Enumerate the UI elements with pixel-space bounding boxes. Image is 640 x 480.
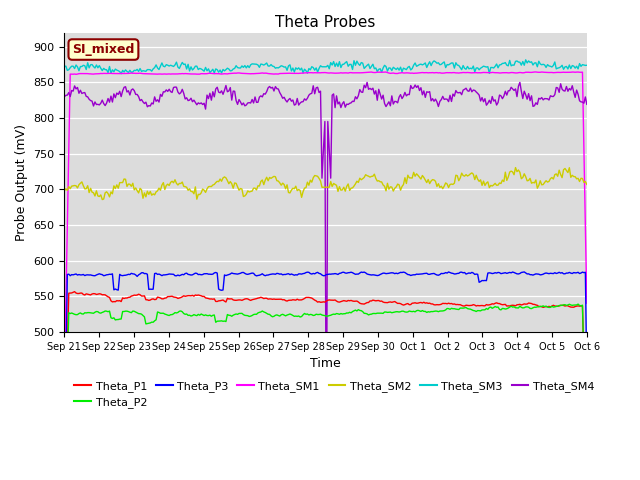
Theta_P1: [126, 294, 134, 300]
Theta_SM1: [61, 378, 68, 384]
Theta_P1: [244, 296, 252, 302]
Theta_P3: [520, 269, 528, 275]
Theta_P2: [574, 301, 582, 307]
Theta_SM3: [126, 67, 134, 73]
Theta_P3: [216, 287, 224, 293]
Theta_P3: [583, 373, 591, 379]
Theta_SM4: [234, 101, 241, 107]
Theta_SM3: [522, 57, 529, 63]
Theta_SM3: [117, 71, 125, 77]
Line: Theta_P1: Theta_P1: [65, 292, 587, 471]
Line: Theta_SM3: Theta_SM3: [65, 60, 587, 74]
Theta_SM4: [125, 88, 132, 94]
Theta_SM3: [218, 70, 225, 76]
Theta_P3: [125, 272, 132, 277]
Theta_SM2: [583, 181, 591, 187]
Theta_P1: [61, 461, 68, 467]
Theta_P3: [243, 271, 250, 277]
Theta_SM2: [291, 186, 298, 192]
Theta_SM4: [323, 468, 330, 474]
Theta_P3: [289, 272, 297, 277]
X-axis label: Time: Time: [310, 357, 341, 370]
Theta_SM3: [583, 62, 591, 68]
Theta_SM4: [516, 80, 524, 85]
Theta_SM2: [61, 188, 68, 193]
Theta_SM3: [235, 65, 243, 71]
Theta_SM3: [557, 64, 564, 70]
Theta_P2: [554, 303, 561, 309]
Theta_SM2: [511, 165, 519, 170]
Theta_P1: [583, 468, 591, 474]
Theta_SM4: [243, 102, 250, 108]
Theta_P3: [234, 271, 241, 277]
Theta_SM4: [61, 94, 68, 99]
Line: Theta_SM4: Theta_SM4: [65, 83, 587, 471]
Theta_P1: [291, 297, 298, 303]
Theta_SM2: [218, 179, 225, 184]
Title: Theta Probes: Theta Probes: [275, 15, 376, 30]
Line: Theta_P2: Theta_P2: [65, 304, 587, 473]
Line: Theta_SM1: Theta_SM1: [65, 72, 587, 381]
Legend: Theta_P1, Theta_P2, Theta_P3, Theta_SM1, Theta_SM2, Theta_SM3, Theta_SM4: Theta_P1, Theta_P2, Theta_P3, Theta_SM1,…: [70, 376, 598, 413]
Theta_P3: [556, 269, 563, 275]
Line: Theta_SM2: Theta_SM2: [65, 168, 587, 200]
Theta_SM1: [583, 300, 591, 306]
Theta_SM1: [289, 71, 297, 76]
Theta_SM1: [234, 70, 241, 76]
Theta_SM2: [126, 181, 134, 187]
Theta_P2: [583, 467, 591, 472]
Theta_SM4: [289, 97, 297, 103]
Theta_SM3: [61, 64, 68, 70]
Theta_SM1: [532, 69, 540, 75]
Theta_P2: [125, 309, 132, 314]
Theta_SM1: [556, 70, 563, 75]
Theta_P1: [556, 303, 563, 309]
Theta_P2: [216, 318, 224, 324]
Theta_P1: [218, 298, 225, 303]
Theta_P2: [234, 312, 241, 317]
Theta_P3: [61, 478, 68, 480]
Theta_P2: [243, 312, 250, 318]
Y-axis label: Probe Output (mV): Probe Output (mV): [15, 124, 28, 241]
Theta_SM2: [557, 172, 564, 178]
Theta_SM1: [125, 71, 132, 76]
Theta_P2: [289, 312, 297, 318]
Theta_SM2: [99, 197, 106, 203]
Theta_SM1: [216, 71, 224, 77]
Theta_P2: [61, 470, 68, 476]
Theta_SM2: [235, 187, 243, 193]
Theta_SM3: [244, 63, 252, 69]
Theta_SM3: [291, 69, 298, 75]
Theta_P1: [235, 297, 243, 303]
Theta_P1: [71, 289, 79, 295]
Text: SI_mixed: SI_mixed: [72, 43, 134, 56]
Theta_SM2: [244, 188, 252, 194]
Line: Theta_P3: Theta_P3: [65, 272, 587, 480]
Theta_SM4: [583, 101, 591, 107]
Theta_SM1: [243, 71, 250, 76]
Theta_SM4: [216, 90, 224, 96]
Theta_SM4: [557, 81, 564, 87]
